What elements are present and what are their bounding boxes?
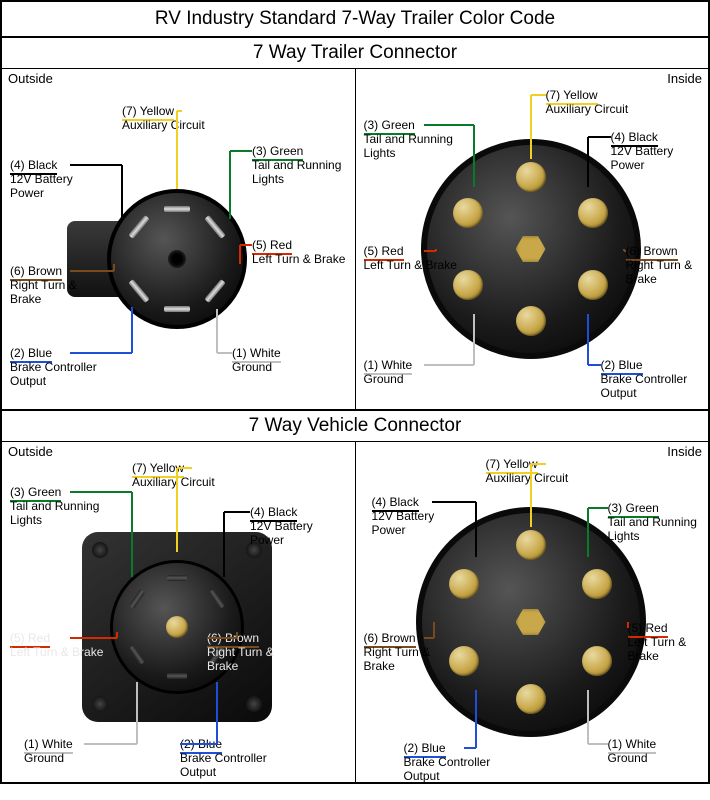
pin-label: (2) BlueBrake Controller Output	[601, 359, 701, 400]
main-title: RV Industry Standard 7-Way Trailer Color…	[2, 2, 708, 38]
pin-label: (7) YellowAuxiliary Circuit	[486, 458, 569, 486]
trailer-row: Outside Inside (7) YellowAuxiliary Circu…	[2, 68, 708, 409]
pin-label: (7) YellowAuxiliary Circuit	[546, 89, 629, 117]
pin-label: (2) BlueBrake Controller Output	[404, 742, 504, 782]
pin-label: (1) WhiteGround	[24, 738, 73, 766]
pin-label: (5) RedLeft Turn & Brake	[252, 239, 345, 267]
pin-label: (5) RedLeft Turn & Brake	[10, 632, 103, 660]
panel-trailer-inside: (7) YellowAuxiliary Circuit (3) GreenTail…	[355, 69, 709, 409]
pin-label: (6) BrownRight Turn & Brake	[364, 632, 464, 673]
pin-label: (4) Black12V Battery Power	[250, 506, 350, 547]
vehicle-section-title: 7 Way Vehicle Connector	[2, 411, 708, 441]
pin-label: (7) YellowAuxiliary Circuit	[122, 105, 205, 133]
pin-label: (6) BrownRight Turn & Brake	[10, 265, 110, 306]
inside-label-2: Inside	[667, 444, 702, 459]
inside-label: Inside	[667, 71, 702, 86]
pin-label: (5) RedLeft Turn & Brake	[628, 622, 709, 663]
pin-label: (3) GreenTail and Running Lights	[252, 145, 352, 186]
pin-label: (5) RedLeft Turn & Brake	[364, 245, 457, 273]
pin-label: (2) BlueBrake Controller Output	[180, 738, 280, 779]
panel-trailer-outside: (7) YellowAuxiliary Circuit (4) Black12V …	[2, 69, 355, 409]
pin-label: (3) GreenTail and Running Lights	[608, 502, 708, 543]
diagram-container: RV Industry Standard 7-Way Trailer Color…	[0, 0, 710, 784]
pin-label: (1) WhiteGround	[608, 738, 657, 766]
pin-label: (4) Black12V Battery Power	[10, 159, 110, 200]
outside-label-2: Outside	[8, 444, 53, 459]
pin-label: (4) Black12V Battery Power	[611, 131, 709, 172]
pin-label: (2) BlueBrake Controller Output	[10, 347, 110, 388]
pin-label: (1) WhiteGround	[232, 347, 281, 375]
pin-label: (3) GreenTail and Running Lights	[364, 119, 464, 160]
pin-label: (4) Black12V Battery Power	[372, 496, 472, 537]
panel-vehicle-inside: (7) YellowAuxiliary Circuit (4) Black12V …	[355, 442, 709, 782]
outside-label: Outside	[8, 71, 53, 86]
pin-label: (3) GreenTail and Running Lights	[10, 486, 110, 527]
pin-label: (1) WhiteGround	[364, 359, 413, 387]
pin-label: (6) BrownRight Turn & Brake	[626, 245, 709, 286]
trailer-section-title: 7 Way Trailer Connector	[2, 38, 708, 68]
panel-vehicle-outside: (7) YellowAuxiliary Circuit (3) GreenTail…	[2, 442, 355, 782]
pin-label: (6) BrownRight Turn & Brake	[207, 632, 307, 673]
pin-label: (7) YellowAuxiliary Circuit	[132, 462, 215, 490]
vehicle-row: Outside Inside (7) YellowAuxiliary Circu…	[2, 441, 708, 782]
